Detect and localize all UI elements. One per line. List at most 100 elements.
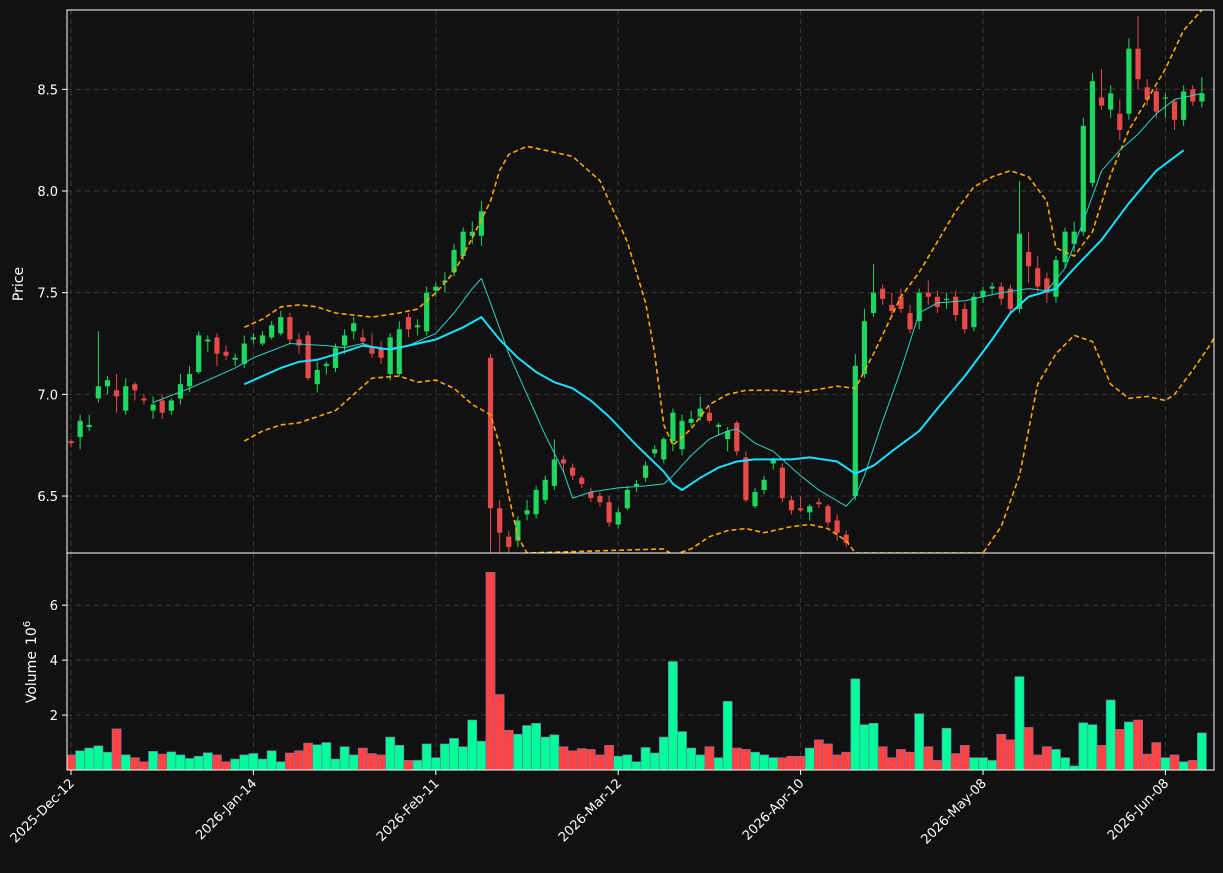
candle-body — [779, 467, 785, 499]
candle-body — [196, 335, 202, 372]
candle-body — [943, 298, 950, 300]
volume-bar — [1124, 721, 1134, 770]
candle-body — [916, 292, 922, 322]
volume-bar — [503, 729, 514, 770]
volume-bar — [695, 754, 706, 770]
volume-bar — [777, 757, 788, 770]
candle-body — [287, 317, 293, 340]
volume-bar — [412, 760, 423, 770]
volume-bar — [376, 754, 386, 770]
volume-bar — [1032, 754, 1043, 770]
candle-body — [332, 347, 339, 368]
volume-bar — [166, 751, 177, 770]
candle-body — [962, 308, 968, 330]
panel-frames — [66, 9, 1215, 771]
volume-bar — [677, 731, 687, 770]
volume-bar — [275, 761, 286, 770]
volume-axis-label-exponent: 6 — [22, 621, 33, 627]
volume-bar — [513, 733, 523, 770]
volume-bar — [905, 751, 915, 770]
candle-body — [1016, 233, 1023, 309]
volume-bar — [430, 757, 441, 770]
volume-bar — [540, 736, 551, 770]
candle-body — [487, 357, 494, 509]
volume-bar — [1014, 676, 1025, 770]
volume-bar — [458, 746, 469, 770]
candle-body — [433, 286, 439, 291]
candle-body — [715, 424, 722, 427]
candle-body — [624, 489, 630, 509]
candle-body — [68, 441, 74, 444]
candle-body — [734, 422, 740, 452]
candle-body — [1153, 91, 1159, 112]
volume-bar — [969, 757, 979, 770]
candle-body — [898, 296, 904, 309]
volume-bar — [613, 755, 624, 770]
candle-body — [214, 337, 220, 354]
candle-body — [1171, 101, 1178, 120]
volume-bar — [795, 755, 806, 770]
volume-bar — [950, 753, 961, 770]
candle-body — [360, 337, 366, 342]
volume-bar — [339, 746, 350, 770]
volume-bar — [576, 748, 587, 770]
candle-body — [387, 337, 393, 375]
candle-body — [697, 408, 703, 417]
volume-bar — [485, 571, 496, 770]
volume-bar — [768, 757, 779, 770]
volume-bar — [421, 743, 432, 770]
price-tick-label: 8.5 — [37, 83, 58, 98]
volume-bar — [1169, 754, 1180, 770]
candle-body — [77, 420, 83, 438]
volume-bar — [932, 760, 943, 770]
volume-bar — [522, 725, 532, 770]
candle-body — [1181, 91, 1187, 120]
lower-band-line — [243, 334, 1214, 553]
candle-body — [123, 386, 129, 411]
volume-bar — [175, 754, 186, 770]
volume-bar — [959, 744, 970, 770]
candle-body — [460, 231, 466, 257]
candle-body — [424, 292, 430, 332]
candle-body — [615, 512, 621, 525]
volume-bar — [1051, 749, 1061, 770]
candle-body — [1071, 231, 1077, 244]
candle-body — [843, 534, 849, 543]
candle-body — [405, 317, 412, 330]
candle-body — [652, 449, 658, 454]
candle-body — [378, 349, 384, 358]
volume-bar — [120, 754, 131, 770]
volume-bar — [403, 760, 414, 770]
candle-body — [1062, 231, 1068, 263]
volume-bar — [221, 761, 231, 770]
volume-bar — [440, 743, 450, 770]
candle-body — [770, 459, 776, 464]
candle-body — [816, 502, 822, 505]
volume-bar — [658, 736, 669, 770]
volume-bar — [640, 747, 651, 770]
candle-body — [1162, 97, 1168, 99]
volume-bar — [896, 749, 906, 770]
volume-bar — [330, 758, 341, 770]
volume-bar — [230, 758, 241, 770]
volume-bar — [1197, 732, 1207, 770]
volume-bar — [139, 761, 149, 770]
volume-bar — [348, 754, 359, 770]
volume-bar — [285, 752, 295, 770]
price-tick-label: 6.5 — [37, 490, 58, 505]
volume-bar — [212, 754, 222, 770]
candle-body — [314, 369, 320, 385]
candle-body — [870, 292, 877, 314]
candle-body — [278, 317, 284, 334]
volume-bar — [722, 701, 733, 770]
volume-bar — [1142, 753, 1153, 770]
candle-body — [1007, 288, 1013, 309]
candle-body — [633, 483, 640, 486]
volume-bar — [1105, 699, 1116, 770]
candle-body — [1080, 125, 1086, 232]
volume-bar — [494, 694, 505, 770]
volume-bar — [1160, 757, 1171, 770]
volume-bar — [704, 746, 715, 770]
candle-body — [241, 343, 247, 364]
